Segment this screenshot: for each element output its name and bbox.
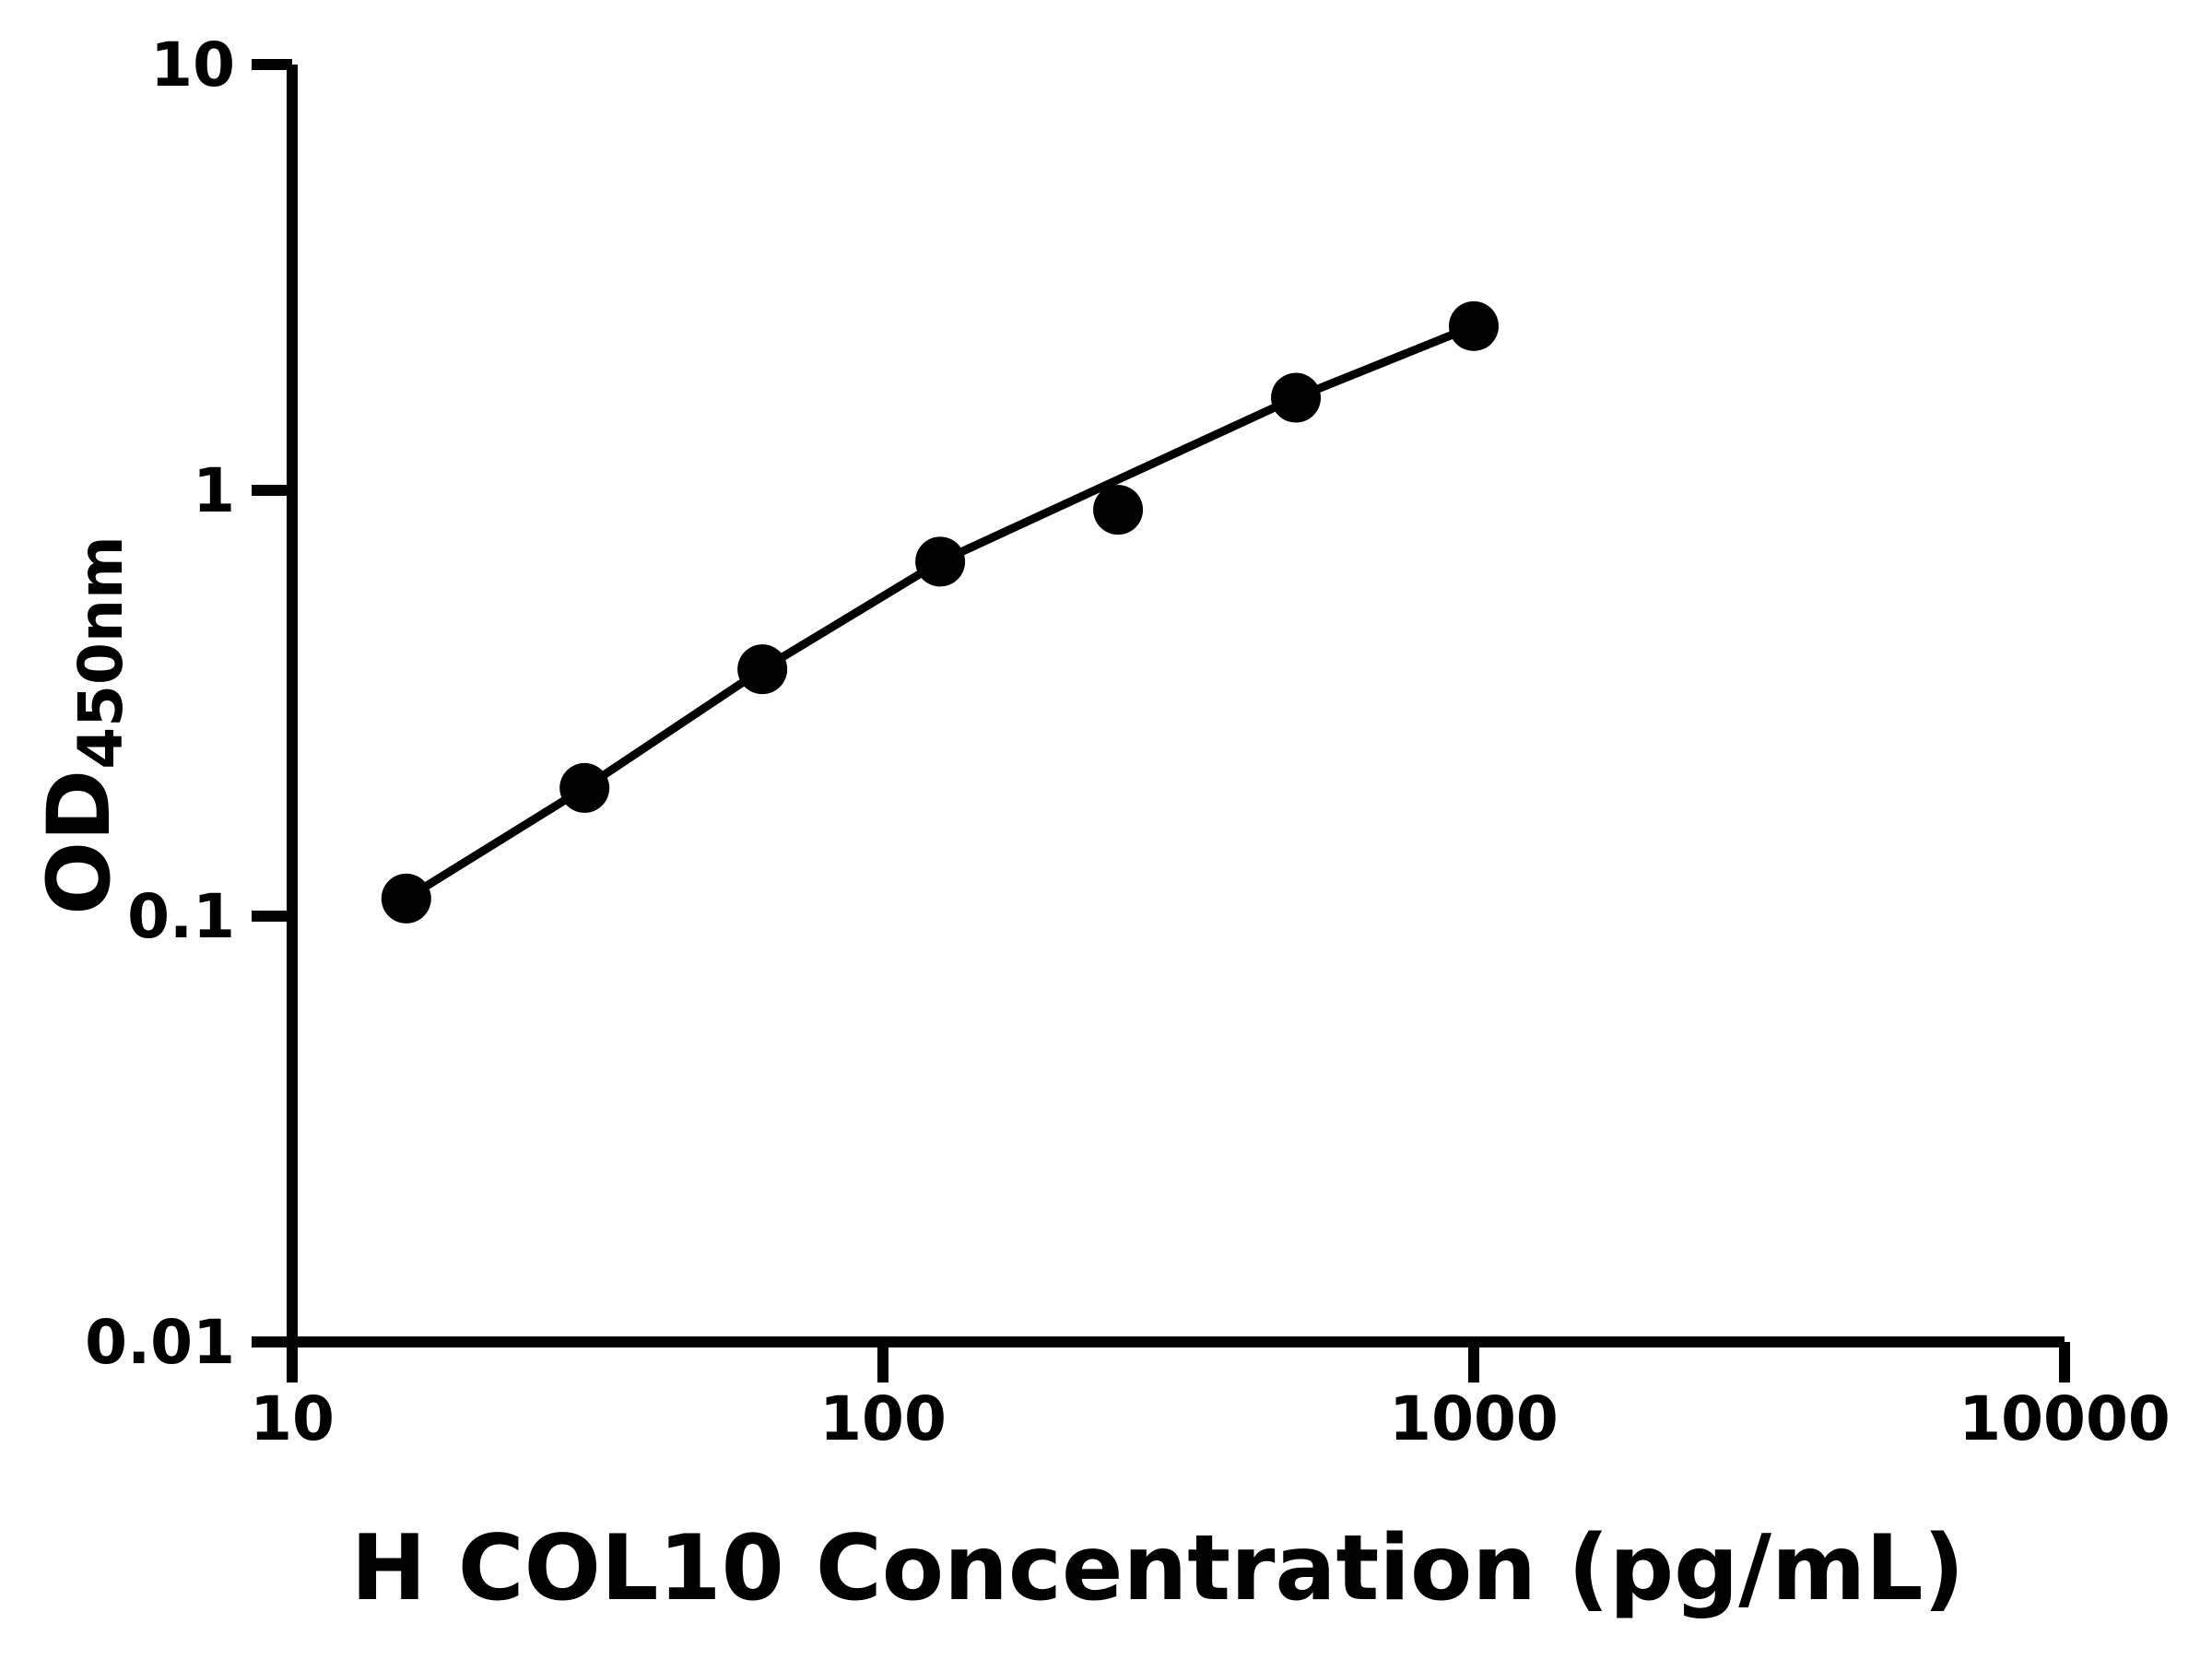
data-point — [559, 762, 610, 813]
y-axis-tick-label: 0.1 — [127, 881, 235, 952]
y-axis-title-main: OD — [29, 770, 130, 915]
data-point — [1449, 300, 1499, 351]
x-axis-tick-label: 10 — [250, 1383, 335, 1454]
y-axis-title-subscript: 450nm — [65, 535, 136, 770]
y-axis-tick-label: 1 — [193, 455, 235, 526]
data-series — [381, 300, 1499, 924]
x-axis-tick-label: 10000 — [1959, 1383, 2171, 1454]
axis-tick-labels: 10 100 1000 10000 10 1 0.1 0.01 — [85, 29, 2171, 1454]
data-point — [1271, 372, 1322, 423]
data-point — [737, 644, 788, 695]
axis-spine — [287, 65, 2065, 1347]
x-axis-title: H COL10 Concentration (pg/mL) — [351, 1516, 1965, 1621]
axis-ticks — [252, 59, 2070, 1382]
x-axis-tick-label: 100 — [819, 1383, 947, 1454]
x-axis-tick-label: 1000 — [1389, 1383, 1559, 1454]
axes — [287, 65, 2065, 1347]
data-point — [915, 536, 966, 587]
data-point — [1093, 485, 1144, 535]
y-axis-tick-label: 0.01 — [85, 1307, 235, 1378]
y-axis-tick-label: 10 — [150, 29, 235, 100]
y-axis-title: OD450nm — [29, 535, 136, 914]
data-point — [381, 873, 431, 924]
